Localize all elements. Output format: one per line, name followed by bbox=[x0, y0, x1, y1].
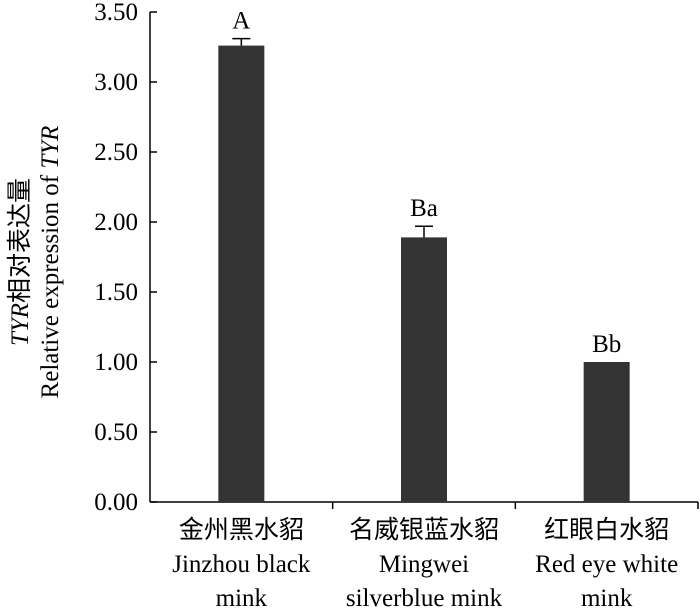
x-category-label: Jinzhou black bbox=[172, 551, 311, 578]
y-tick-label: 0.50 bbox=[94, 419, 138, 446]
x-category-label: mink bbox=[216, 585, 268, 612]
bar bbox=[401, 237, 447, 502]
x-category-label: silverblue mink bbox=[346, 585, 503, 612]
y-tick-label: 1.50 bbox=[94, 279, 138, 306]
axes: 0.00 0.50 1.00 1.50 2.00 2.50 3.00 3.50 bbox=[94, 0, 699, 516]
x-category-label: Red eye white bbox=[535, 551, 678, 578]
x-category-label: Mingwei bbox=[379, 551, 469, 578]
y-tick-label: 3.00 bbox=[94, 69, 138, 96]
bar bbox=[583, 362, 630, 502]
y-tick-label: 2.50 bbox=[94, 139, 138, 166]
y-axis-label-line2-plain: Relative expression of bbox=[37, 169, 64, 399]
y-axis-label-line2-italic: TYR bbox=[37, 126, 64, 169]
labels: A 金州黑水貂 Jinzhou black mink Ba 名威银蓝水貂 Mingwei si… bbox=[172, 8, 678, 612]
svg-text:Relative expression of TYR: Relative expression of TYR bbox=[37, 126, 64, 399]
data-label: Ba bbox=[410, 195, 438, 222]
bar bbox=[218, 45, 265, 502]
x-category-label: 名威银蓝水貂 bbox=[349, 516, 499, 544]
x-category-label: 红眼白水貂 bbox=[544, 516, 669, 544]
y-tick-label: 1.00 bbox=[94, 349, 138, 376]
x-category-label: 金州黑水貂 bbox=[179, 516, 304, 544]
data-label: A bbox=[232, 8, 250, 35]
y-tick-label: 0.00 bbox=[94, 489, 138, 516]
y-tick-label: 3.50 bbox=[94, 0, 138, 26]
svg-text:TYR相对表达量: TYR相对表达量 bbox=[6, 178, 34, 346]
data-label: Bb bbox=[592, 331, 621, 358]
y-axis-label-line1-rest: 相对表达量 bbox=[6, 178, 34, 303]
y-axis-label: TYR相对表达量 Relative expression of TYR bbox=[6, 126, 64, 399]
x-category-label: mink bbox=[581, 585, 633, 612]
y-tick-label: 2.00 bbox=[94, 209, 138, 236]
bars bbox=[218, 37, 630, 502]
y-axis-label-line1-italic: TYR bbox=[7, 303, 34, 346]
